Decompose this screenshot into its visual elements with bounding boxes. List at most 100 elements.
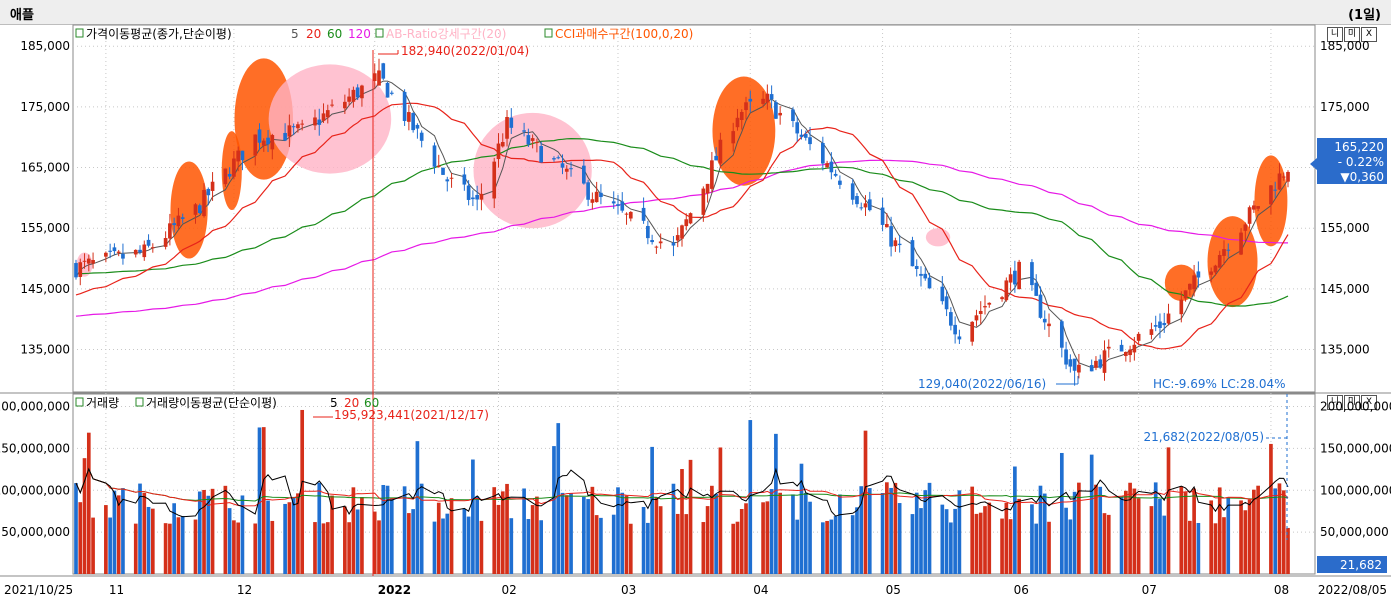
volume-bar <box>411 509 415 574</box>
volume-bar <box>475 496 479 574</box>
pane-split-button[interactable]: 니 <box>1327 27 1343 42</box>
pane-split-button[interactable]: 니 <box>1327 395 1343 410</box>
legend-checkbox-icon[interactable] <box>75 397 84 407</box>
volume-bar <box>919 508 923 574</box>
volume-bar <box>206 495 211 574</box>
candle-body <box>432 145 437 167</box>
volume-bar <box>407 513 411 574</box>
volume-bar <box>317 482 322 574</box>
pane-maximize-button[interactable]: 미 <box>1344 395 1360 410</box>
candle-body <box>560 163 565 168</box>
volume-bar <box>86 432 91 574</box>
candle-body <box>748 98 753 102</box>
candle-body <box>1273 189 1278 191</box>
volume-bar <box>121 488 125 574</box>
volume-bar <box>505 483 509 574</box>
candle-body <box>957 336 962 340</box>
candle-body <box>599 192 603 198</box>
price-legend: 가격이동평균(종가,단순이평) 5 20 60 120 AB-Ratio강세구간… <box>75 27 693 41</box>
volume-tick-left: 100,000,000 <box>0 483 70 497</box>
volume-last-marker: 21,682(2022/08/05) <box>1143 394 1288 540</box>
legend-checkbox-icon[interactable] <box>75 28 84 38</box>
legend-checkbox-icon[interactable] <box>375 28 384 38</box>
candle-body <box>411 112 415 131</box>
volume-bar <box>287 502 292 574</box>
candlestick-series <box>74 58 1290 386</box>
volume-bar <box>744 503 748 574</box>
x-start-date: 2021/10/25 <box>4 583 73 597</box>
candle-body <box>509 117 514 128</box>
volume-tick-left: 200,000,000 <box>0 400 70 414</box>
candle-body <box>240 150 245 161</box>
candle-body <box>1034 282 1039 296</box>
candle-body <box>1077 364 1081 373</box>
candle-body <box>360 85 364 99</box>
volume-bar <box>944 509 949 574</box>
volume-bar <box>1192 488 1196 574</box>
legend-checkbox-icon[interactable] <box>544 28 553 38</box>
pane-close-button[interactable]: X <box>1361 27 1377 42</box>
x-month-label: 03 <box>621 583 636 597</box>
candle-body <box>582 165 586 184</box>
candle-body <box>611 201 616 204</box>
volume-bar <box>116 495 121 574</box>
pane-close-button[interactable]: X <box>1361 395 1377 410</box>
candle-body <box>803 133 808 138</box>
candle-body <box>552 158 556 160</box>
candle-body <box>176 215 181 227</box>
ab-ratio-legend: AB-Ratio강세구간(20) <box>386 27 506 41</box>
candle-body <box>172 223 176 226</box>
candle-body <box>232 158 236 177</box>
volume-bar <box>586 499 590 574</box>
candle-body <box>556 157 561 159</box>
volume-bar <box>522 488 526 574</box>
candle-body <box>321 113 326 121</box>
volume-bar <box>509 518 514 574</box>
candle-body <box>530 138 535 141</box>
volume-bar <box>227 508 232 574</box>
price-pane-buttons: 니 미 X <box>1327 27 1377 42</box>
candle-body <box>479 193 484 200</box>
volume-bar <box>415 441 420 574</box>
volume-bar <box>799 463 804 574</box>
candle-body <box>820 142 825 164</box>
candle-body <box>1209 271 1214 275</box>
x-month-label: 05 <box>886 583 901 597</box>
candle-body <box>650 240 654 243</box>
volume-bar <box>291 496 296 574</box>
candle-body <box>829 161 834 173</box>
volume-bar <box>1077 482 1081 574</box>
volume-bar <box>620 492 625 574</box>
cci-overbought-highlight <box>234 58 294 180</box>
vma20-legend: 20 <box>344 396 359 410</box>
candle-body <box>142 244 147 258</box>
candle-body <box>202 189 206 217</box>
volume-bar <box>1064 507 1068 574</box>
candle-body <box>1094 360 1098 368</box>
period-label[interactable]: (1일) <box>1348 8 1381 23</box>
candle-body <box>270 135 275 150</box>
candle-body <box>863 203 868 208</box>
current-price-badge <box>1317 138 1387 184</box>
volume-bar <box>445 513 450 574</box>
candle-body <box>471 197 475 200</box>
volume-bar <box>927 482 932 574</box>
volume-bar <box>449 498 454 574</box>
volume-bar <box>1183 492 1188 574</box>
volume-bar <box>850 515 855 574</box>
volume-bar <box>829 519 834 574</box>
legend-checkbox-icon[interactable] <box>135 397 144 407</box>
volume-bar <box>1132 488 1137 574</box>
pane-maximize-button[interactable]: 미 <box>1344 27 1360 42</box>
candle-body <box>133 249 138 255</box>
candle-body <box>526 135 531 145</box>
candle-body <box>1038 294 1043 318</box>
x-month-label: 12 <box>237 583 252 597</box>
candle-body <box>1004 280 1009 301</box>
volume-bar <box>1188 520 1192 574</box>
volume-last-badge: 21,682 <box>1317 556 1387 573</box>
volume-bar <box>1217 487 1222 574</box>
volume-bar <box>987 502 992 574</box>
candle-body <box>116 251 121 253</box>
